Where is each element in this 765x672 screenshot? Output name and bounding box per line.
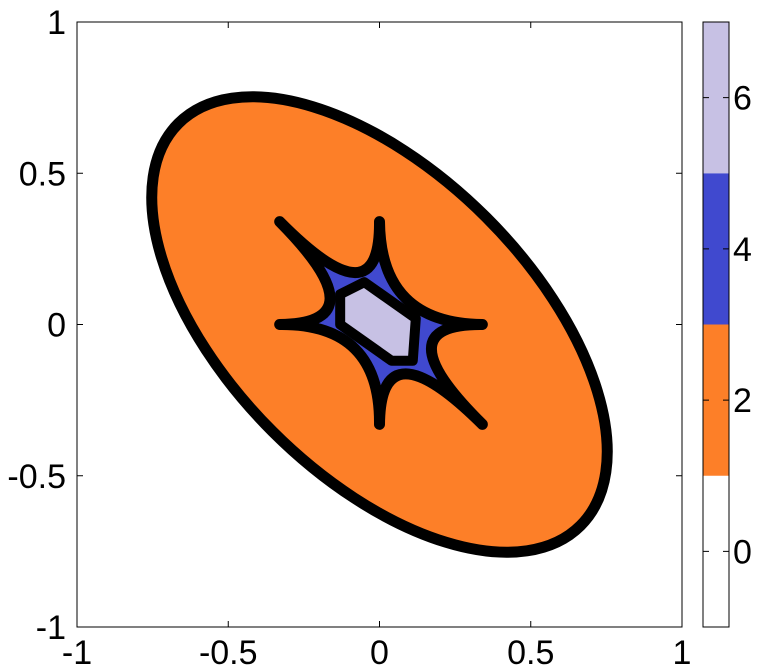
- y-tick-label: -1: [36, 609, 66, 647]
- x-tick-label: 1: [673, 634, 692, 672]
- x-tick-label: -1: [62, 634, 92, 672]
- colorbar-tick-label: 0: [733, 533, 752, 571]
- contour-region-level-6: [335, 277, 421, 366]
- x-axis: -1 -0.5 0 0.5 1: [62, 22, 692, 672]
- y-tick-label: -0.5: [7, 458, 66, 496]
- y-axis: -1 -0.5 0 0.5 1: [7, 4, 682, 647]
- colorbar-tick-label: 2: [733, 382, 752, 420]
- colorbar-tick-label: 6: [733, 80, 752, 118]
- x-tick-label: 0.5: [507, 634, 554, 672]
- x-tick-label: 0: [370, 634, 389, 672]
- y-tick-label: 0.5: [19, 155, 66, 193]
- plot-area: [76, 21, 683, 628]
- y-tick-label: 0: [47, 307, 66, 345]
- y-tick-label: 1: [47, 4, 66, 42]
- colorbar-tick-label: 4: [733, 231, 752, 269]
- colorbar-frame: [702, 21, 730, 628]
- x-tick-label: -0.5: [199, 634, 258, 672]
- colorbar: 0 2 4 6: [702, 21, 752, 628]
